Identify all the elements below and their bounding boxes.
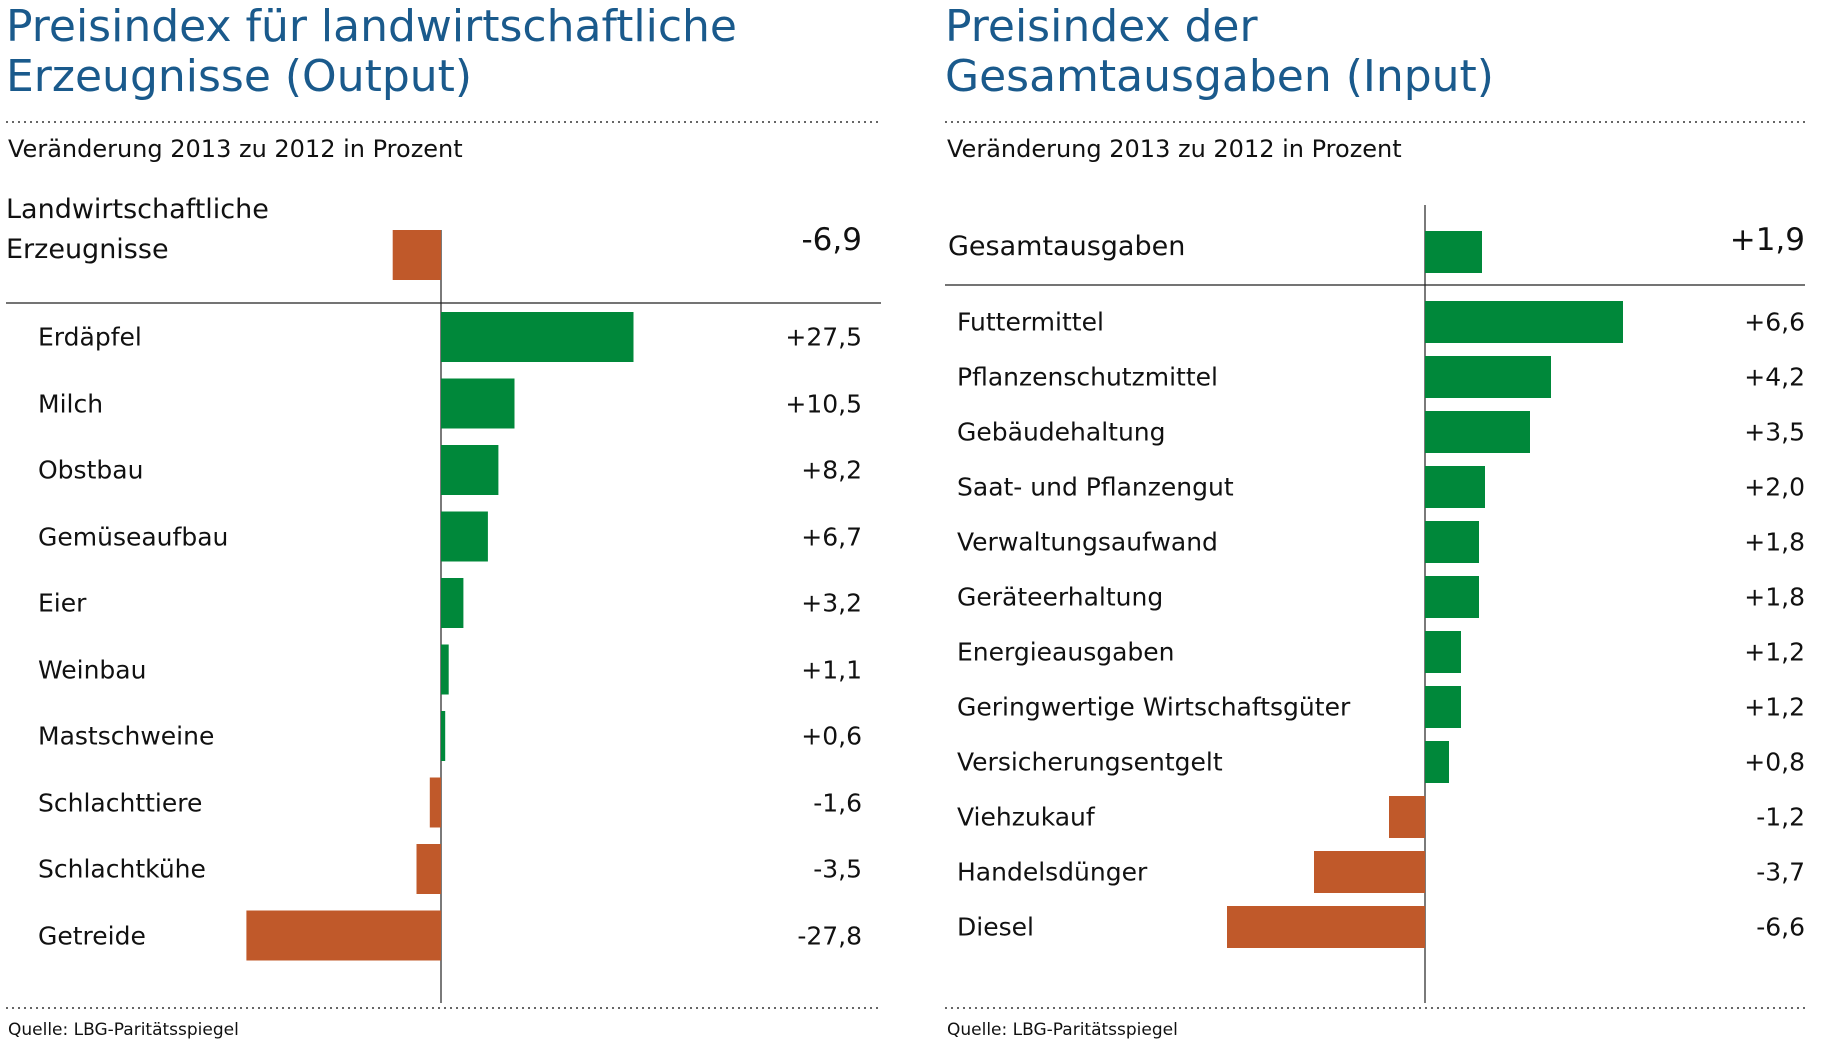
bar — [1425, 686, 1461, 728]
category-label: Viehzukauf — [957, 802, 1095, 832]
value-label: -1,6 — [813, 788, 862, 817]
bar — [392, 230, 441, 280]
subtitle: Veränderung 2013 zu 2012 in Prozent — [947, 135, 1402, 163]
bar — [1425, 631, 1461, 673]
category-label: Gebäudehaltung — [957, 417, 1166, 447]
category-label: Schlachtkühe — [38, 854, 206, 884]
value-label: +1,1 — [801, 655, 862, 684]
category-label: Gemüseaufbau — [38, 522, 229, 551]
bar — [441, 511, 488, 562]
category-label: Pflanzenschutzmittel — [957, 362, 1218, 392]
bar — [1389, 796, 1425, 838]
category-label: Handelsdünger — [957, 857, 1148, 887]
bar — [441, 312, 634, 362]
bar — [1314, 851, 1425, 893]
value-label: +1,8 — [1744, 582, 1805, 612]
category-label: Mastschweine — [38, 721, 215, 751]
bar — [441, 445, 499, 495]
bar — [246, 910, 441, 961]
bar — [1425, 411, 1530, 453]
bar — [1425, 356, 1551, 398]
category-label: Verwaltungsaufwand — [957, 527, 1218, 557]
value-label: +8,2 — [801, 455, 862, 485]
value-label: +1,8 — [1744, 527, 1805, 557]
source: Quelle: LBG-Paritätsspiegel — [8, 1020, 239, 1040]
value-label: -3,5 — [813, 854, 862, 884]
value-label: -6,6 — [1756, 912, 1805, 942]
chart-title: Preisindex für landwirtschaftliche Erzeu… — [6, 1, 738, 102]
category-label: Erdäpfel — [38, 322, 142, 352]
summary-value-label: +1,9 — [1729, 222, 1805, 258]
category-label: Obstbau — [38, 455, 144, 485]
value-label: +6,7 — [801, 522, 862, 551]
value-label: +0,8 — [1744, 747, 1805, 777]
category-label: Milch — [38, 389, 104, 418]
value-label: -3,7 — [1756, 857, 1805, 887]
value-label: -27,8 — [797, 921, 862, 950]
bar — [1227, 906, 1425, 948]
summary-value-label: -6,9 — [801, 222, 863, 258]
category-label: Eier — [38, 588, 87, 618]
category-label: Energieausgaben — [957, 637, 1175, 667]
bar — [1425, 466, 1485, 508]
value-label: +1,2 — [1744, 692, 1805, 722]
summary-label: Gesamtausgaben — [948, 231, 1186, 262]
bar — [1425, 741, 1449, 783]
category-label: Schlachttiere — [38, 788, 203, 817]
bar — [429, 777, 441, 828]
value-label: +10,5 — [785, 389, 862, 418]
source: Quelle: LBG-Paritätsspiegel — [947, 1020, 1178, 1040]
bar — [441, 578, 464, 628]
subtitle: Veränderung 2013 zu 2012 in Prozent — [8, 135, 463, 163]
category-label: Futtermittel — [957, 307, 1104, 337]
category-label: Versicherungsentgelt — [957, 747, 1223, 777]
value-label: +3,5 — [1744, 417, 1805, 447]
bar — [1425, 231, 1482, 273]
value-label: +1,2 — [1744, 637, 1805, 667]
bar — [1425, 521, 1479, 563]
bar — [416, 844, 441, 894]
category-label: Saat- und Pflanzengut — [957, 472, 1234, 502]
bar — [1425, 576, 1479, 618]
bar — [441, 711, 446, 761]
chart-title: Preisindex der Gesamtausgaben (Input) — [945, 1, 1494, 102]
category-label: Getreide — [38, 921, 146, 950]
value-label: +0,6 — [801, 721, 862, 751]
bar — [1425, 301, 1623, 343]
bar — [441, 378, 515, 429]
value-label: -1,2 — [1756, 802, 1805, 832]
value-label: +3,2 — [801, 588, 862, 618]
category-label: Geringwertige Wirtschaftsgüter — [957, 692, 1351, 722]
category-label: Diesel — [957, 912, 1034, 942]
category-label: Weinbau — [38, 655, 147, 684]
summary-label: Landwirtschaftliche Erzeugnisse — [6, 194, 269, 265]
category-label: Geräteerhaltung — [957, 582, 1164, 612]
bar — [441, 644, 449, 695]
value-label: +27,5 — [785, 322, 862, 352]
value-label: +4,2 — [1744, 362, 1805, 392]
value-label: +6,6 — [1744, 307, 1805, 337]
value-label: +2,0 — [1744, 472, 1805, 502]
